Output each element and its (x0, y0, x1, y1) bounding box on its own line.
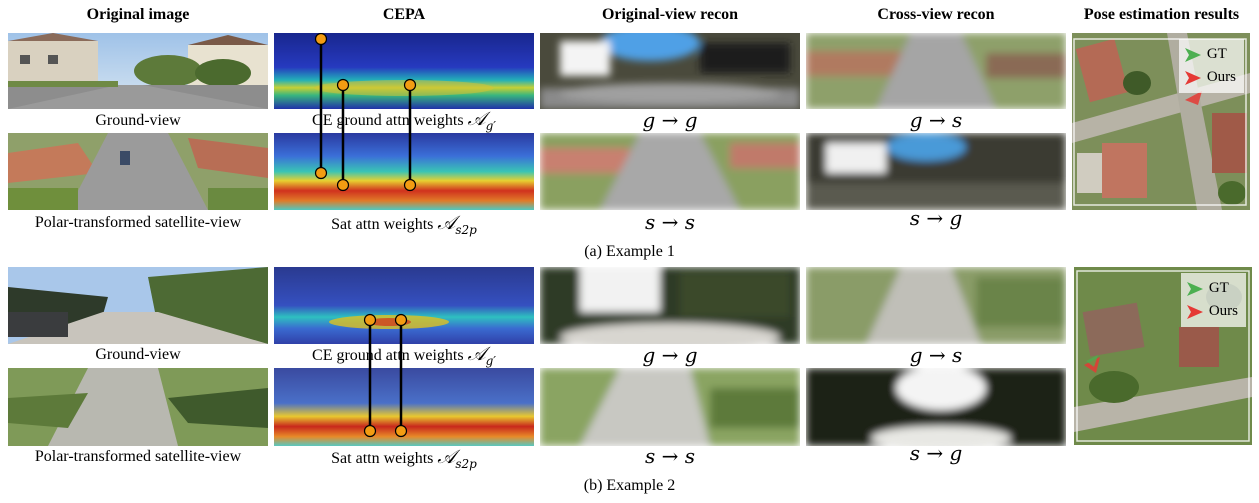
ce-ground-attn-math-2: 𝒜g′ (467, 343, 496, 368)
sat-attn-text-2: Sat attn weights (331, 450, 434, 467)
legend-ours-row: Ours (1186, 300, 1238, 323)
ce-ground-attn-label-2: CE ground attn weights 𝒜g′ (274, 343, 534, 368)
recon-s-to-g-image-1 (806, 133, 1066, 210)
recon-s-to-s-image-1 (540, 133, 800, 210)
attn-marker (403, 78, 417, 92)
caption-example-2: (b) Example 2 (583, 477, 676, 494)
recon-label-g-to-g-2: g → g (642, 343, 698, 367)
recon-label-s-to-s-2: s → s (645, 444, 695, 468)
sat-attn-label-1: Sat attn weights 𝒜s2p (274, 212, 534, 237)
pose-estimation-map-1: GT Ours (1072, 33, 1250, 210)
attn-marker (336, 78, 350, 92)
ce-ground-attn-text-1: CE ground attn weights (312, 112, 464, 129)
attn-marker (336, 178, 350, 192)
pose-estimation-map-2: GT Ours (1074, 267, 1252, 445)
attn-marker (363, 313, 377, 327)
recon-label-s-to-s-1: s → s (645, 210, 695, 234)
ground-view-image-2 (8, 267, 268, 344)
attn-marker (314, 33, 328, 46)
ce-ground-attention-map-2 (274, 267, 534, 344)
legend-gt-row: GT (1186, 277, 1238, 300)
pose-legend-1: GT Ours (1178, 39, 1244, 93)
attention-correspondence-lines-1 (314, 33, 417, 192)
recon-label-g-to-s-2: g → s (909, 343, 963, 367)
attn-marker (363, 424, 377, 438)
ground-view-image-1 (8, 33, 268, 109)
attn-marker (394, 424, 408, 438)
recon-g-to-g-image-2 (540, 267, 800, 344)
sat-attn-math-2: 𝒜s2p (437, 446, 477, 471)
recon-label-s-to-g-2: s → g (909, 441, 963, 465)
recon-label-s-to-g-1: s → g (909, 206, 963, 230)
satellite-view-image-1 (8, 133, 268, 210)
ours-arrow-icon (1186, 304, 1203, 319)
ground-view-label-1: Ground-view (95, 112, 181, 129)
caption-example-1: (a) Example 1 (584, 243, 675, 260)
recon-g-to-s-image-2 (806, 267, 1066, 344)
ce-ground-attn-math-1: 𝒜g′ (467, 108, 496, 133)
ground-view-label-2: Ground-view (95, 346, 181, 363)
sat-attn-text-1: Sat attn weights (331, 216, 434, 233)
recon-s-to-s-image-2 (540, 368, 800, 446)
pose-legend-2: GT Ours (1180, 273, 1246, 327)
attn-marker (403, 178, 417, 192)
ours-arrow-icon (1184, 70, 1201, 85)
header-cepa: CEPA (382, 6, 426, 23)
satellite-view-label-2: Polar-transformed satellite-view (34, 448, 242, 465)
header-cross-view-recon: Cross-view recon (877, 6, 995, 23)
gt-arrow-icon (1186, 281, 1203, 296)
attn-marker (394, 313, 408, 327)
recon-label-g-to-g-1: g → g (642, 108, 698, 132)
header-original-view-recon: Original-view recon (601, 6, 739, 23)
recon-g-to-g-image-1 (540, 33, 800, 109)
ce-ground-attn-label-1: CE ground attn weights 𝒜g′ (274, 108, 534, 133)
attention-correspondence-lines-2 (363, 313, 408, 438)
satellite-view-image-2 (8, 368, 268, 446)
ce-ground-attn-text-2: CE ground attn weights (312, 347, 464, 364)
gt-arrow-icon (1184, 47, 1201, 62)
recon-g-to-s-image-1 (806, 33, 1066, 109)
header-original-image: Original image (86, 6, 190, 23)
sat-attn-label-2: Sat attn weights 𝒜s2p (274, 446, 534, 471)
attn-marker (314, 166, 328, 180)
ce-ground-attention-map-1 (274, 33, 534, 109)
legend-gt-row: GT (1184, 43, 1236, 66)
legend-ours-row: Ours (1184, 66, 1236, 89)
header-pose-results: Pose estimation results (1083, 6, 1240, 23)
sat-attn-math-1: 𝒜s2p (437, 212, 477, 237)
recon-label-g-to-s-1: g → s (909, 108, 963, 132)
satellite-view-label-1: Polar-transformed satellite-view (34, 214, 242, 231)
recon-s-to-g-image-2 (806, 368, 1066, 446)
